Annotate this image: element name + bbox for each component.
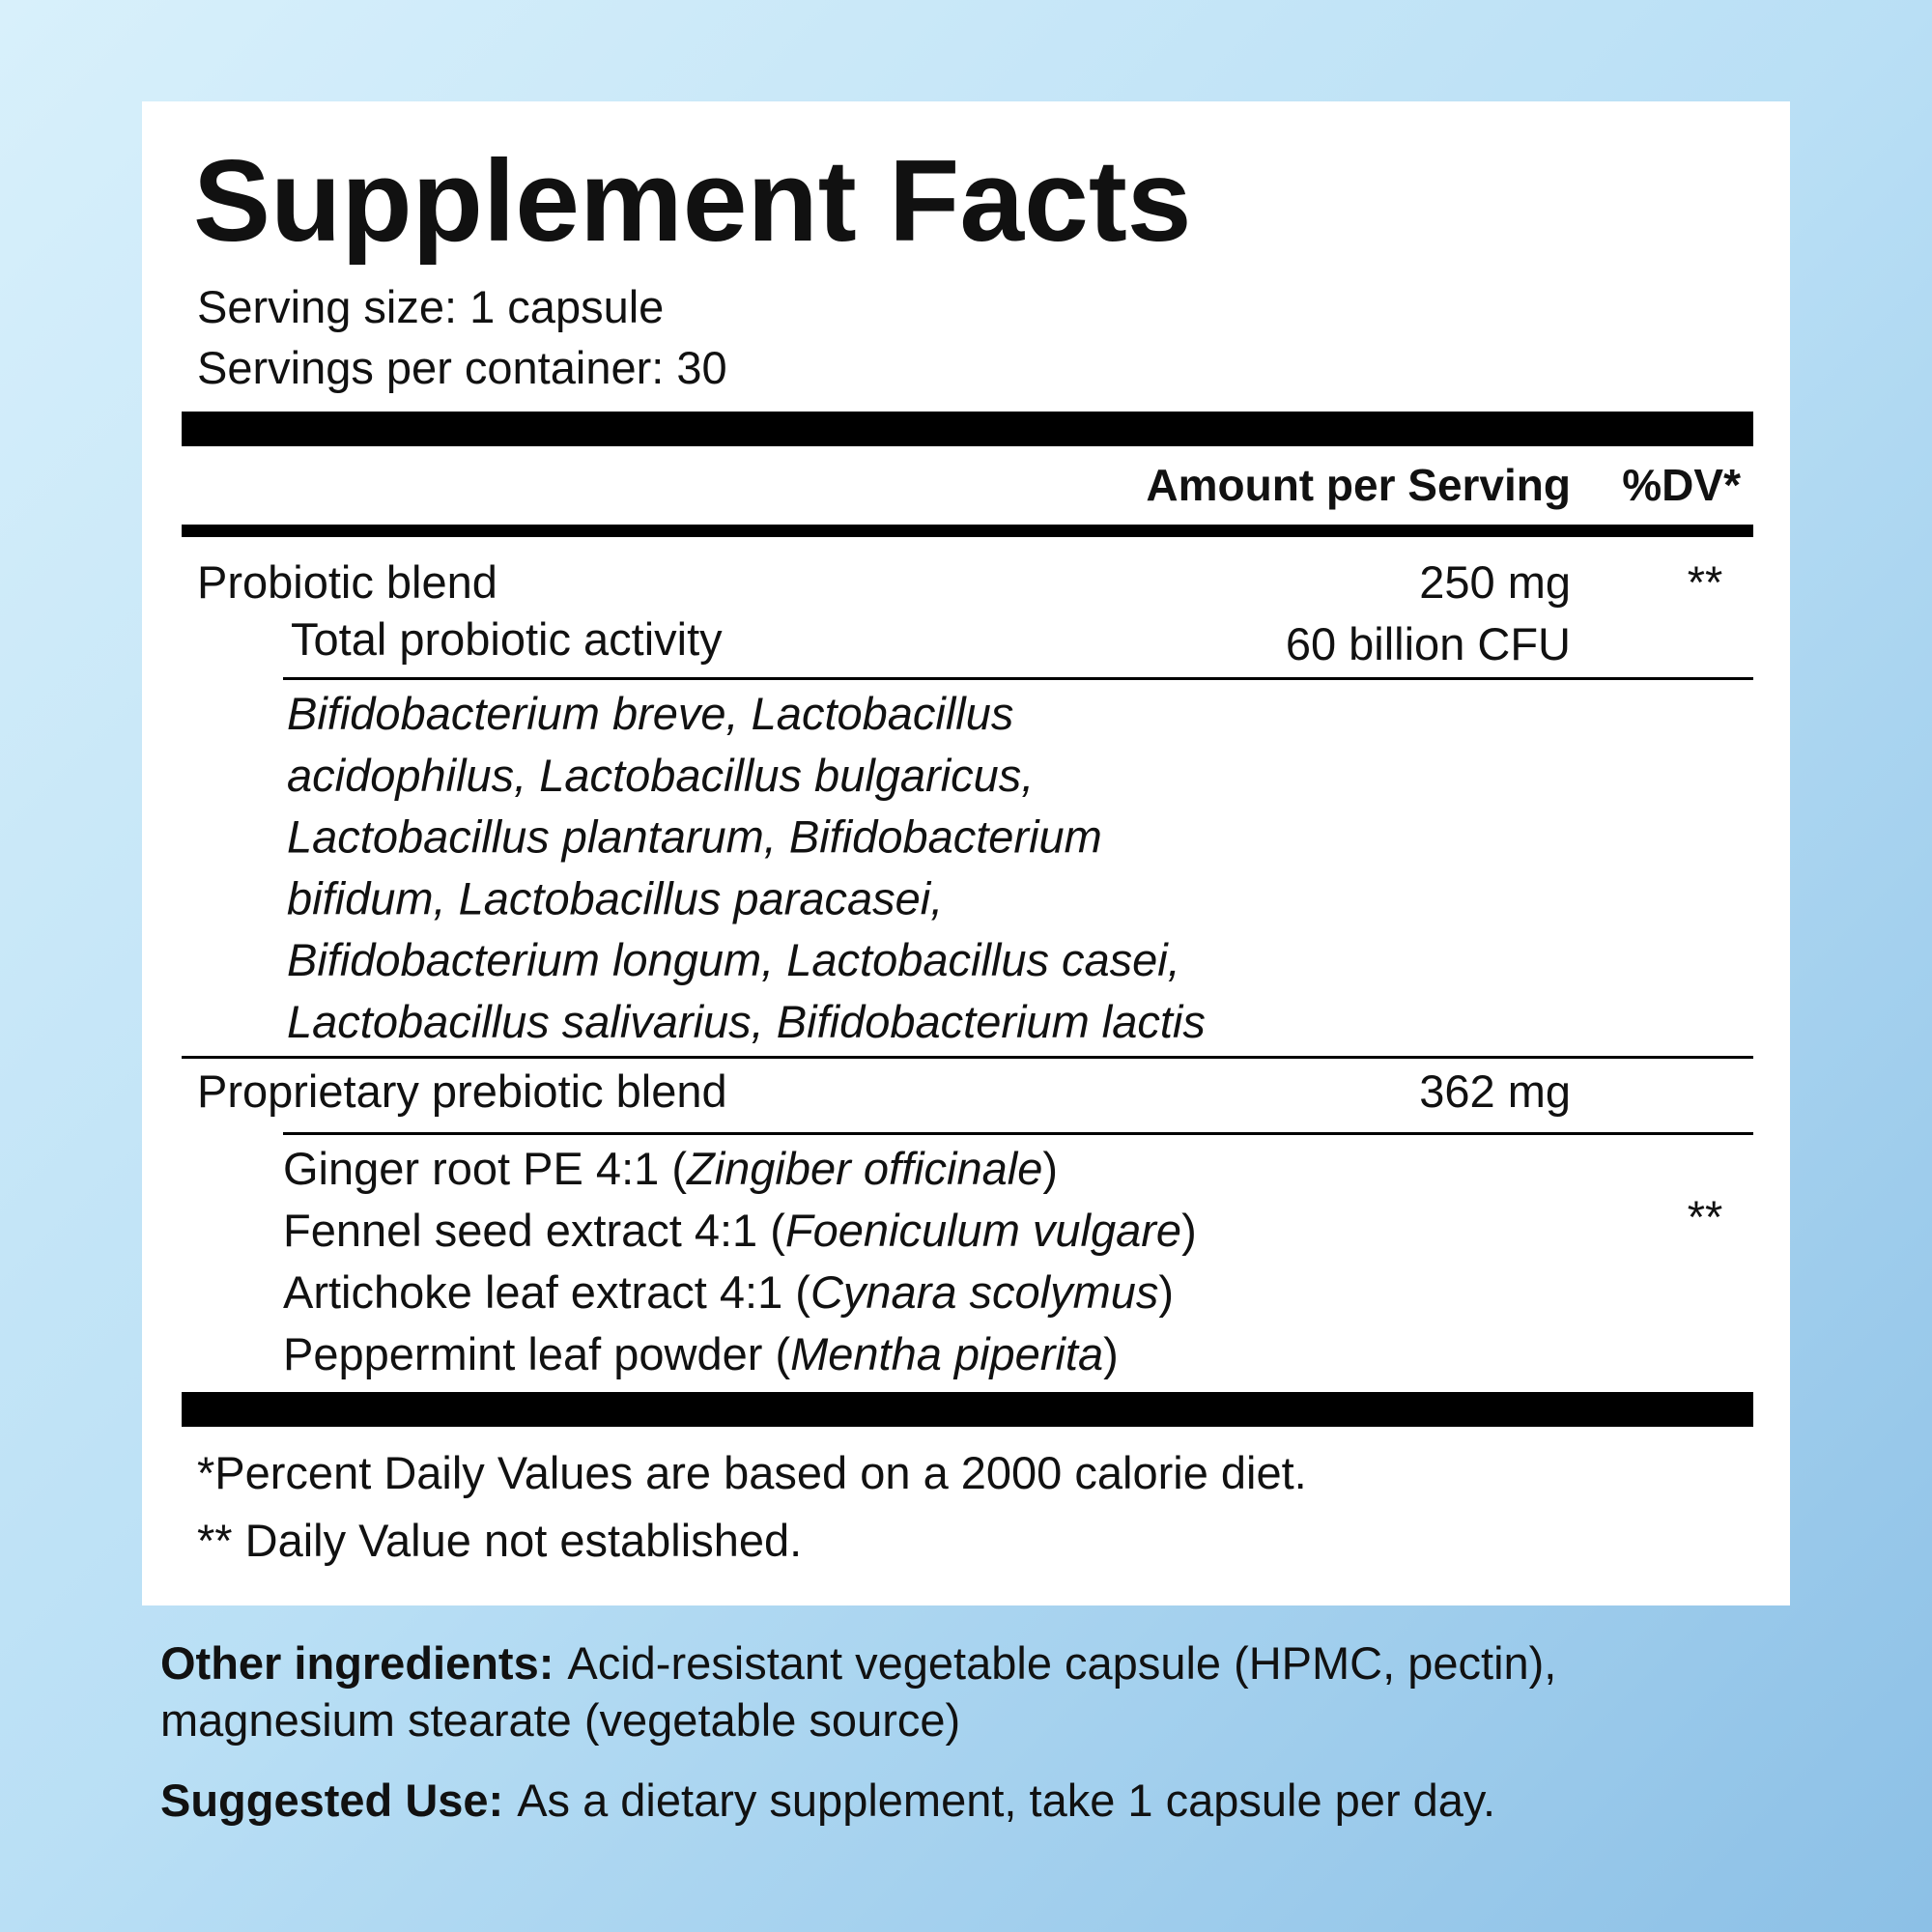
prebiotic-ingredient: Ginger root PE 4:1 (Zingiber officinale) (283, 1143, 1058, 1194)
column-header: Amount per Serving (1146, 460, 1571, 510)
ingredient-name: Proprietary prebiotic blend (197, 1065, 727, 1117)
other-ingredients-label: Other ingredients: (160, 1637, 554, 1689)
ingredient-latin-name: Mentha piperita (790, 1328, 1103, 1379)
ingredient-common-name: Fennel seed extract 4:1 ( (283, 1205, 785, 1256)
strain-line: acidophilus, Lactobacillus bulgaricus, (287, 750, 1034, 801)
column-header: %DV* (1622, 460, 1741, 510)
thin-rule (283, 1132, 1753, 1135)
prebiotic-ingredient: Fennel seed extract 4:1 (Foeniculum vulg… (283, 1205, 1197, 1256)
ingredient-latin-name: Cynara scolymus (810, 1266, 1158, 1318)
thin-rule (182, 1056, 1753, 1059)
strain-line: bifidum, Lactobacillus paracasei, (287, 872, 943, 923)
strain-line: Bifidobacterium breve, Lactobacillus (287, 688, 1013, 739)
servings-per-container: Servings per container: 30 (197, 342, 727, 393)
sub-ingredient-name: Total probiotic activity (291, 613, 723, 665)
other-ingredients-text: Acid-resistant vegetable capsule (HPMC, … (567, 1637, 1556, 1689)
ingredient-name: Probiotic blend (197, 556, 497, 608)
prebiotic-ingredient: Peppermint leaf powder (Mentha piperita) (283, 1328, 1119, 1379)
ingredient-close: ) (1158, 1266, 1174, 1318)
strain-line: Bifidobacterium longum, Lactobacillus ca… (287, 934, 1180, 985)
daily-value: ** (1688, 556, 1723, 608)
other-ingredients: magnesium stearate (vegetable source) (160, 1694, 960, 1746)
thin-rule (283, 677, 1753, 680)
ingredient-amount: 250 mg (1419, 556, 1571, 608)
suggested-use-text: As a dietary supplement, take 1 capsule … (517, 1775, 1495, 1826)
ingredient-latin-name: Zingiber officinale (686, 1143, 1042, 1194)
daily-value: ** (1688, 1191, 1723, 1242)
ingredient-close: ) (1042, 1143, 1058, 1194)
thick-rule (182, 1392, 1753, 1427)
footnote: *Percent Daily Values are based on a 200… (197, 1447, 1307, 1498)
footnote: ** Daily Value not established. (197, 1515, 802, 1566)
strain-list: Bifidobacterium breve, Lactobacillus acid… (287, 688, 1206, 1047)
title: Supplement Facts (193, 136, 1192, 266)
ingredient-latin-name: Foeniculum vulgare (785, 1205, 1181, 1256)
ingredient-close: ) (1103, 1328, 1119, 1379)
medium-rule (182, 525, 1753, 537)
sub-ingredient-amount: 60 billion CFU (1286, 618, 1571, 669)
prebiotic-ingredient: Artichoke leaf extract 4:1 (Cynara scoly… (283, 1266, 1174, 1318)
strain-line: Lactobacillus salivarius, Bifidobacteriu… (287, 996, 1206, 1047)
ingredient-common-name: Artichoke leaf extract 4:1 ( (283, 1266, 810, 1318)
other-ingredients-text: magnesium stearate (vegetable source) (160, 1694, 960, 1746)
ingredient-common-name: Ginger root PE 4:1 ( (283, 1143, 687, 1194)
strain-line: Lactobacillus plantarum, Bifidobacterium (287, 811, 1102, 863)
facts-panel (142, 101, 1790, 1605)
ingredient-amount: 362 mg (1419, 1065, 1571, 1117)
ingredient-close: ) (1181, 1205, 1197, 1256)
serving-size: Serving size: 1 capsule (197, 281, 664, 332)
ingredient-common-name: Peppermint leaf powder ( (283, 1328, 790, 1379)
prebiotic-list: Ginger root PE 4:1 (Zingiber officinale)… (283, 1143, 1197, 1379)
other-ingredients: Other ingredients: Acid-resistant vegetab… (160, 1637, 1556, 1689)
suggested-use-label: Suggested Use: (160, 1775, 503, 1826)
suggested-use: Suggested Use: As a dietary supplement, t… (160, 1775, 1495, 1826)
thick-rule (182, 412, 1753, 446)
